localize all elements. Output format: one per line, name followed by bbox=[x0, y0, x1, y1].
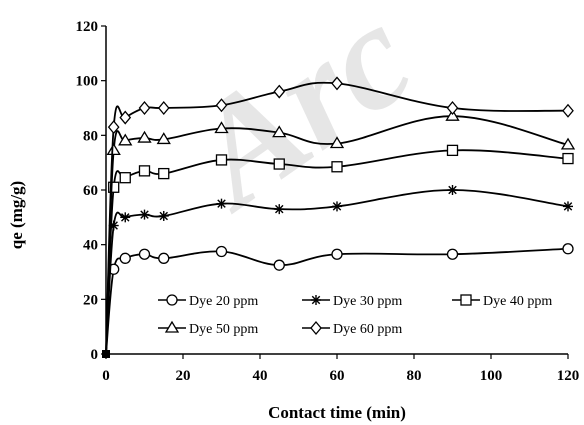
y-tick-label: 20 bbox=[83, 292, 98, 308]
x-tick-label: 120 bbox=[557, 368, 580, 384]
data-point bbox=[563, 201, 573, 211]
data-point bbox=[448, 145, 458, 155]
legend-item: Dye 60 ppm bbox=[302, 322, 402, 337]
legend-marker bbox=[311, 322, 321, 334]
legend-label: Dye 40 ppm bbox=[483, 294, 552, 309]
y-tick-label: 0 bbox=[91, 347, 99, 363]
data-point bbox=[563, 105, 573, 117]
data-point bbox=[120, 253, 130, 263]
data-point bbox=[159, 211, 169, 221]
legend: Dye 20 ppm Dye 30 ppm Dye 40 ppm Dye 50 ppm… bbox=[158, 294, 552, 337]
data-point bbox=[120, 173, 130, 183]
x-tick-label: 100 bbox=[480, 368, 503, 384]
data-point bbox=[274, 260, 284, 270]
legend-item: Dye 20 ppm bbox=[158, 294, 258, 309]
legend-label: Dye 30 ppm bbox=[333, 294, 402, 309]
data-point bbox=[102, 350, 110, 358]
data-point bbox=[140, 102, 150, 114]
data-point bbox=[448, 185, 458, 195]
legend-marker bbox=[166, 322, 178, 332]
data-point bbox=[274, 204, 284, 214]
data-point bbox=[159, 169, 169, 179]
legend-label: Dye 50 ppm bbox=[189, 322, 258, 337]
y-tick-label: 60 bbox=[83, 183, 98, 199]
data-point bbox=[563, 244, 573, 254]
data-point bbox=[448, 249, 458, 259]
legend-item: Dye 40 ppm bbox=[452, 294, 552, 309]
x-tick-label: 0 bbox=[102, 368, 110, 384]
x-tick-label: 80 bbox=[407, 368, 422, 384]
y-axis-title: qe (mg/g) bbox=[7, 181, 26, 249]
data-point bbox=[217, 155, 227, 165]
legend-marker bbox=[311, 295, 321, 305]
legend-label: Dye 60 ppm bbox=[333, 322, 402, 337]
data-point bbox=[108, 144, 120, 154]
data-point bbox=[563, 154, 573, 164]
data-point bbox=[217, 199, 227, 209]
legend-marker bbox=[167, 295, 177, 305]
data-point bbox=[332, 162, 342, 172]
data-point bbox=[140, 249, 150, 259]
y-tick-label: 40 bbox=[83, 238, 98, 254]
x-tick-label: 20 bbox=[176, 368, 191, 384]
data-point bbox=[140, 166, 150, 176]
data-point bbox=[332, 201, 342, 211]
data-point bbox=[120, 212, 130, 222]
y-tick-label: 80 bbox=[83, 128, 98, 144]
legend-label: Dye 20 ppm bbox=[189, 294, 258, 309]
y-tick-label: 120 bbox=[76, 19, 99, 35]
data-point bbox=[139, 132, 151, 142]
watermark: Arc bbox=[155, 0, 441, 242]
y-tick-label: 100 bbox=[76, 74, 99, 90]
legend-marker bbox=[461, 295, 471, 305]
x-tick-label: 40 bbox=[253, 368, 268, 384]
legend-item: Dye 30 ppm bbox=[302, 294, 402, 309]
data-point bbox=[159, 253, 169, 263]
series-4 bbox=[102, 110, 574, 358]
data-point bbox=[448, 102, 458, 114]
legend-item: Dye 50 ppm bbox=[158, 322, 258, 337]
data-point bbox=[217, 247, 227, 257]
data-point bbox=[274, 159, 284, 169]
x-tick-label: 60 bbox=[330, 368, 345, 384]
x-axis-title: Contact time (min) bbox=[268, 403, 406, 422]
data-point bbox=[140, 210, 150, 220]
data-point bbox=[332, 249, 342, 259]
